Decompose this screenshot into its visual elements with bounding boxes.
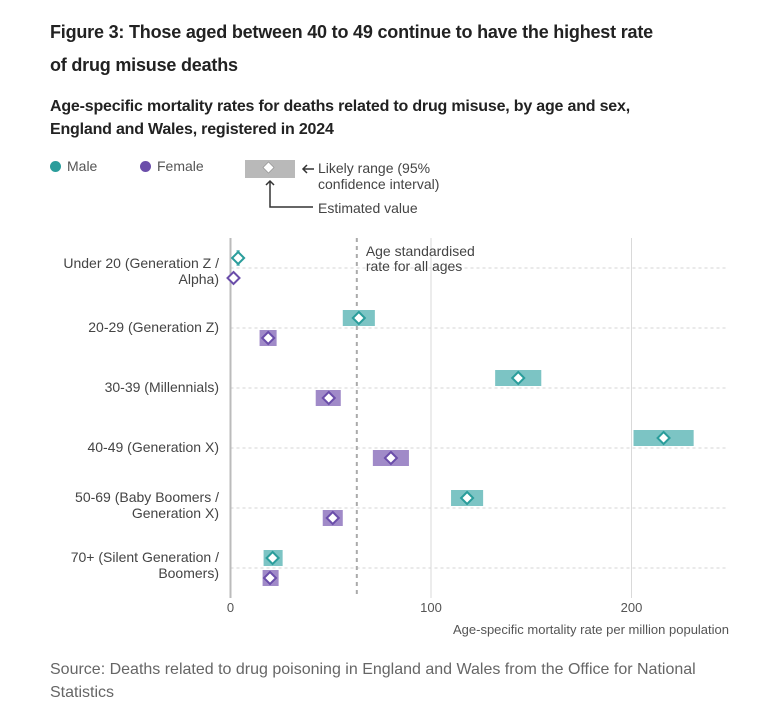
category-label: Generation X) [132, 505, 219, 521]
female-estimate-point [262, 570, 278, 586]
legend: Male Female Likely range (95% confidence… [50, 158, 650, 228]
x-tick-label: 0 [227, 600, 234, 615]
category-label: Boomers) [158, 565, 219, 581]
category-label: Alpha) [179, 271, 219, 287]
legend-item-male[interactable]: Male [50, 158, 97, 174]
category-label: 30-39 (Millennials) [105, 379, 219, 395]
category-label: 50-69 (Baby Boomers / [75, 489, 219, 505]
female-estimate-point [321, 390, 337, 406]
male-estimate-point [351, 310, 367, 326]
ci-label-line1: Likely range (95% [318, 160, 431, 176]
male-estimate-point [265, 550, 281, 566]
legend-item-female[interactable]: Female [140, 158, 204, 174]
chart-subtitle: Age-specific mortality rates for deaths … [50, 98, 630, 138]
male-estimate-point [230, 250, 246, 266]
source-note: Source: Deaths related to drug poisoning… [50, 661, 696, 701]
x-axis-label: Age-specific mortality rate per million … [453, 622, 729, 637]
reference-line-label: rate for all ages [366, 258, 463, 274]
x-tick-label: 200 [621, 600, 643, 615]
ci-label-line2: confidence interval) [318, 176, 440, 192]
female-estimate-point [383, 450, 399, 466]
category-label: 40-49 (Generation X) [87, 439, 219, 455]
female-dot-icon [140, 160, 151, 172]
up-arrow-icon [265, 179, 313, 208]
reference-line-label: Age standardised [366, 243, 475, 259]
category-label: Under 20 (Generation Z / [63, 255, 219, 271]
x-tick-label: 100 [420, 600, 442, 615]
male-estimate-point [656, 430, 671, 446]
legend-label-male: Male [67, 158, 98, 174]
male-estimate-point [510, 370, 526, 386]
legend-label-female: Female [157, 158, 204, 174]
confidence-interval-key [245, 160, 295, 178]
estimate-legend-label: Estimated value [318, 200, 418, 216]
female-estimate-point [260, 330, 276, 346]
male-estimate-point [459, 490, 475, 506]
left-arrow-icon [301, 164, 314, 174]
ci-legend-label: Likely range (95% confidence interval) [318, 160, 439, 192]
female-estimate-point [325, 510, 341, 526]
male-dot-icon [50, 160, 61, 172]
category-label: 20-29 (Generation Z) [88, 319, 219, 335]
figure-title: Figure 3: Those aged between 40 to 49 co… [50, 22, 653, 75]
female-estimate-point [226, 270, 241, 286]
legend-arrows [265, 164, 314, 208]
category-label: 70+ (Silent Generation / [71, 549, 219, 565]
